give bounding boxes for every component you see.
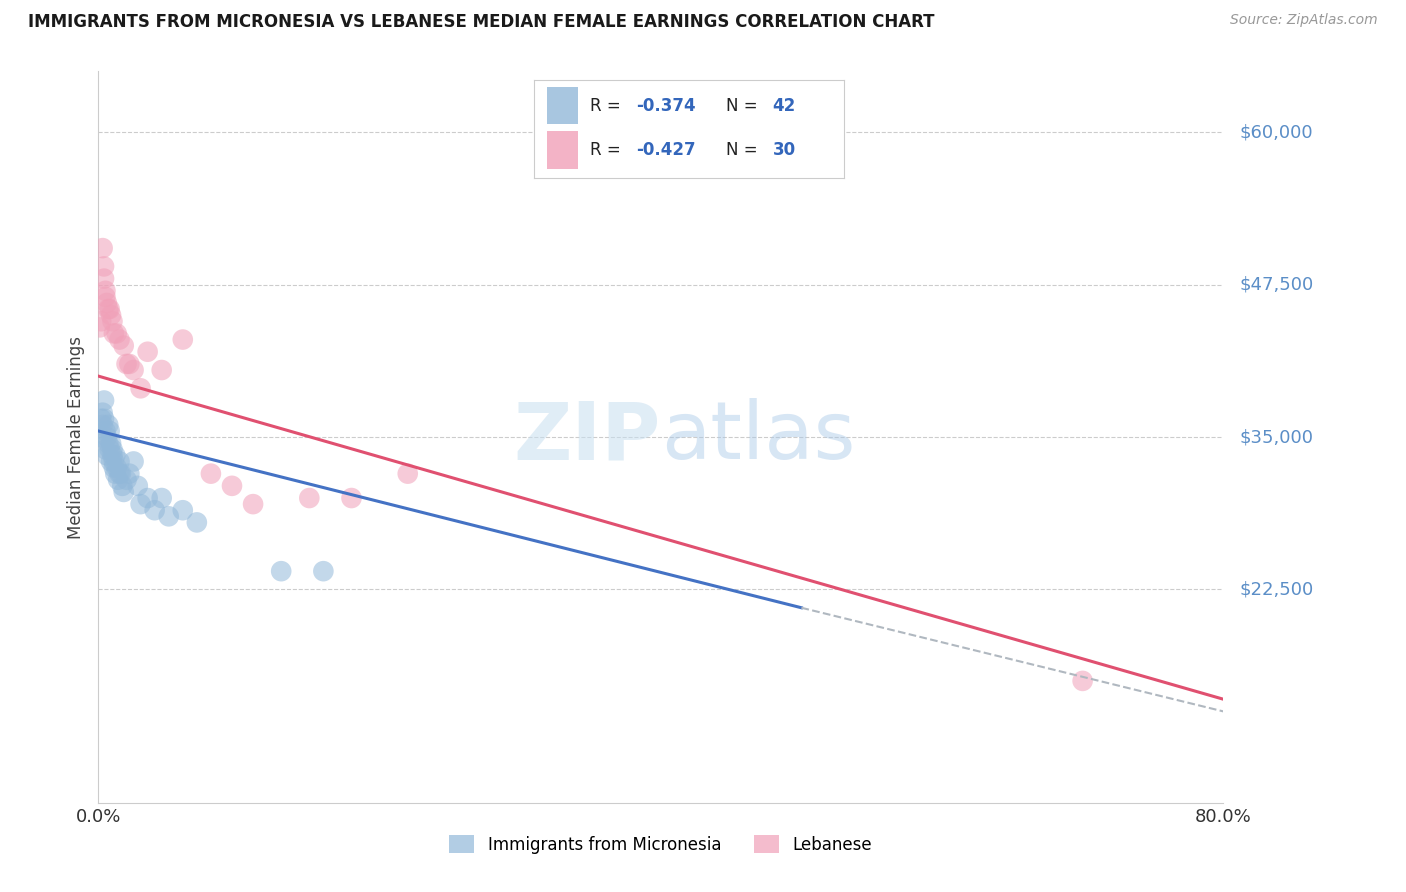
Point <box>101 449 124 463</box>
Text: $22,500: $22,500 <box>1240 581 1315 599</box>
Point <box>107 473 129 487</box>
Point <box>129 497 152 511</box>
Point <box>108 467 131 481</box>
Point <box>94 442 117 457</box>
Point <box>94 284 117 298</box>
Text: N =: N = <box>725 141 763 159</box>
Point <box>91 417 114 432</box>
Text: atlas: atlas <box>661 398 855 476</box>
Point <box>186 516 208 530</box>
Point <box>396 467 419 481</box>
Point <box>91 241 114 255</box>
Point <box>298 491 321 505</box>
Text: -0.374: -0.374 <box>637 97 696 115</box>
Point <box>94 290 117 304</box>
Point <box>118 357 141 371</box>
Point <box>101 442 124 457</box>
Point <box>270 564 292 578</box>
Point <box>127 479 149 493</box>
Point <box>93 260 115 274</box>
Point <box>112 338 135 352</box>
Point <box>96 449 118 463</box>
Point <box>98 442 121 457</box>
Text: R =: R = <box>591 141 626 159</box>
Point <box>105 460 128 475</box>
Text: ZIP: ZIP <box>513 398 661 476</box>
Point <box>97 436 120 450</box>
Point <box>89 320 111 334</box>
Point <box>111 479 134 493</box>
Text: 30: 30 <box>772 141 796 159</box>
Point <box>340 491 363 505</box>
Point <box>93 271 115 285</box>
Point <box>94 424 117 438</box>
Text: 42: 42 <box>772 97 796 115</box>
Point <box>100 454 122 468</box>
Point <box>103 454 125 468</box>
Point <box>98 301 121 317</box>
Point <box>1071 673 1094 688</box>
Point <box>101 314 124 328</box>
Point <box>104 449 127 463</box>
Point <box>115 357 138 371</box>
Point <box>110 467 132 481</box>
Point <box>90 314 112 328</box>
Point <box>157 509 180 524</box>
Point <box>115 473 138 487</box>
Point <box>118 467 141 481</box>
Text: $35,000: $35,000 <box>1240 428 1313 446</box>
Text: R =: R = <box>591 97 626 115</box>
Point <box>122 454 145 468</box>
Point <box>97 301 120 317</box>
Point <box>96 296 118 310</box>
Point <box>103 460 125 475</box>
Point <box>112 485 135 500</box>
Point <box>129 381 152 395</box>
Point <box>312 564 335 578</box>
Text: $47,500: $47,500 <box>1240 276 1315 293</box>
Text: $60,000: $60,000 <box>1240 123 1313 141</box>
Point <box>172 503 194 517</box>
Point <box>100 436 122 450</box>
Point <box>122 363 145 377</box>
Point <box>104 467 127 481</box>
Point <box>108 454 131 468</box>
Point <box>93 412 115 426</box>
Point <box>100 308 122 322</box>
Point <box>242 497 264 511</box>
Text: IMMIGRANTS FROM MICRONESIA VS LEBANESE MEDIAN FEMALE EARNINGS CORRELATION CHART: IMMIGRANTS FROM MICRONESIA VS LEBANESE M… <box>28 13 935 31</box>
Bar <box>547 87 578 124</box>
Point <box>98 424 121 438</box>
Point <box>200 467 222 481</box>
Point <box>89 430 111 444</box>
Point <box>91 406 114 420</box>
Point <box>136 344 159 359</box>
Legend: Immigrants from Micronesia, Lebanese: Immigrants from Micronesia, Lebanese <box>443 829 879 860</box>
Point <box>93 393 115 408</box>
Text: Source: ZipAtlas.com: Source: ZipAtlas.com <box>1230 13 1378 28</box>
Point <box>97 417 120 432</box>
Point <box>136 491 159 505</box>
Text: -0.427: -0.427 <box>637 141 696 159</box>
Point <box>221 479 243 493</box>
Point <box>96 430 118 444</box>
Point <box>105 326 128 341</box>
Point <box>103 326 125 341</box>
Point <box>108 333 131 347</box>
Point <box>150 363 173 377</box>
Point <box>90 412 112 426</box>
Y-axis label: Median Female Earnings: Median Female Earnings <box>67 335 86 539</box>
Point <box>143 503 166 517</box>
Point <box>150 491 173 505</box>
Point <box>172 333 194 347</box>
Text: N =: N = <box>725 97 763 115</box>
Bar <box>547 131 578 169</box>
